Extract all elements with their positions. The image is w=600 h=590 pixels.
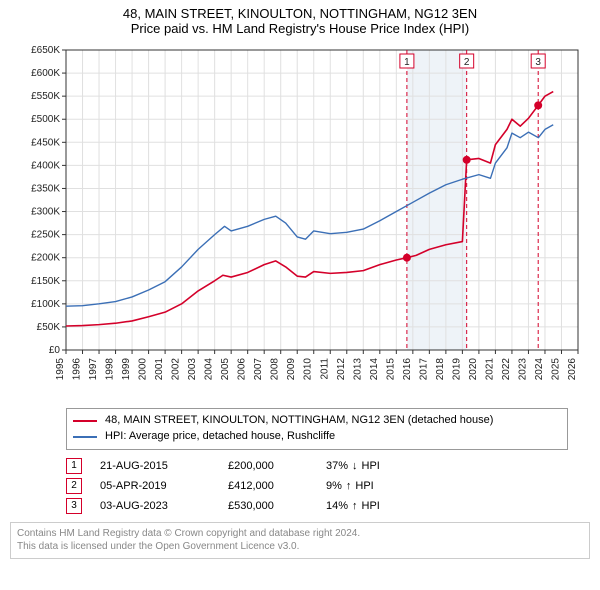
legend-swatch bbox=[73, 420, 97, 422]
event-date: 05-APR-2019 bbox=[100, 480, 210, 492]
price-event-row: 3 03-AUG-2023 £530,000 14% ↑ HPI bbox=[66, 496, 592, 516]
svg-text:2002: 2002 bbox=[171, 358, 182, 381]
svg-text:£650K: £650K bbox=[31, 45, 60, 56]
event-pct: 37% bbox=[326, 460, 348, 472]
svg-text:2020: 2020 bbox=[468, 358, 479, 381]
event-marker: 2 bbox=[66, 478, 82, 494]
svg-text:£600K: £600K bbox=[31, 68, 60, 79]
svg-text:1996: 1996 bbox=[72, 358, 83, 381]
svg-text:2001: 2001 bbox=[154, 358, 165, 381]
event-pct: 9% bbox=[326, 480, 342, 492]
price-events-table: 1 21-AUG-2015 £200,000 37% ↓ HPI 2 05-APR-2019 £… bbox=[66, 456, 592, 516]
event-hpi-delta: 37% ↓ HPI bbox=[326, 460, 416, 472]
price-event-row: 1 21-AUG-2015 £200,000 37% ↓ HPI bbox=[66, 456, 592, 476]
svg-text:3: 3 bbox=[535, 57, 541, 68]
svg-text:2015: 2015 bbox=[385, 358, 396, 381]
svg-text:£150K: £150K bbox=[31, 276, 60, 287]
event-hpi-delta: 14% ↑ HPI bbox=[326, 500, 416, 512]
event-price: £200,000 bbox=[228, 460, 308, 472]
svg-text:2010: 2010 bbox=[303, 358, 314, 381]
svg-text:2003: 2003 bbox=[187, 358, 198, 381]
event-delta-label: HPI bbox=[355, 480, 373, 492]
svg-text:£200K: £200K bbox=[31, 253, 60, 264]
svg-text:2025: 2025 bbox=[550, 358, 561, 381]
legend-label: 48, MAIN STREET, KINOULTON, NOTTINGHAM, … bbox=[105, 413, 493, 429]
svg-text:1997: 1997 bbox=[88, 358, 99, 381]
event-price: £530,000 bbox=[228, 500, 308, 512]
arrow-up-icon: ↑ bbox=[352, 500, 358, 512]
svg-text:2000: 2000 bbox=[138, 358, 149, 381]
svg-text:2011: 2011 bbox=[319, 358, 330, 380]
event-price: £412,000 bbox=[228, 480, 308, 492]
svg-text:£400K: £400K bbox=[31, 160, 60, 171]
event-date: 21-AUG-2015 bbox=[100, 460, 210, 472]
svg-text:£100K: £100K bbox=[31, 299, 60, 310]
attribution: Contains HM Land Registry data © Crown c… bbox=[10, 522, 590, 559]
arrow-down-icon: ↓ bbox=[352, 460, 358, 472]
legend-row-hpi: HPI: Average price, detached house, Rush… bbox=[73, 429, 561, 445]
event-marker: 1 bbox=[66, 458, 82, 474]
svg-text:2021: 2021 bbox=[484, 358, 495, 381]
svg-text:1999: 1999 bbox=[121, 358, 132, 381]
legend-label: HPI: Average price, detached house, Rush… bbox=[105, 429, 335, 445]
svg-text:2023: 2023 bbox=[517, 358, 528, 381]
svg-text:2018: 2018 bbox=[435, 358, 446, 381]
svg-text:1995: 1995 bbox=[55, 358, 66, 381]
title-sub: Price paid vs. HM Land Registry's House … bbox=[8, 21, 592, 36]
svg-text:2007: 2007 bbox=[253, 358, 264, 381]
svg-text:2016: 2016 bbox=[402, 358, 413, 381]
svg-text:2012: 2012 bbox=[336, 358, 347, 381]
svg-text:1: 1 bbox=[404, 57, 410, 68]
event-pct: 14% bbox=[326, 500, 348, 512]
title-block: 48, MAIN STREET, KINOULTON, NOTTINGHAM, … bbox=[8, 6, 592, 36]
arrow-up-icon: ↑ bbox=[346, 480, 352, 492]
svg-text:2026: 2026 bbox=[567, 358, 578, 381]
event-date: 03-AUG-2023 bbox=[100, 500, 210, 512]
svg-text:£0: £0 bbox=[49, 345, 61, 356]
svg-text:2: 2 bbox=[464, 57, 470, 68]
event-delta-label: HPI bbox=[362, 460, 380, 472]
event-delta-label: HPI bbox=[362, 500, 380, 512]
attribution-line: Contains HM Land Registry data © Crown c… bbox=[17, 527, 583, 541]
svg-text:2022: 2022 bbox=[501, 358, 512, 381]
event-marker: 3 bbox=[66, 498, 82, 514]
price-event-row: 2 05-APR-2019 £412,000 9% ↑HPI bbox=[66, 476, 592, 496]
svg-text:2024: 2024 bbox=[534, 358, 545, 381]
svg-text:2005: 2005 bbox=[220, 358, 231, 381]
legend-swatch bbox=[73, 436, 97, 438]
svg-text:£300K: £300K bbox=[31, 207, 60, 218]
svg-text:2009: 2009 bbox=[286, 358, 297, 381]
svg-text:£500K: £500K bbox=[31, 114, 60, 125]
legend: 48, MAIN STREET, KINOULTON, NOTTINGHAM, … bbox=[66, 408, 568, 450]
svg-text:£50K: £50K bbox=[37, 322, 61, 333]
svg-text:£350K: £350K bbox=[31, 183, 60, 194]
svg-text:2014: 2014 bbox=[369, 358, 380, 381]
price-vs-hpi-chart: £0 £50K £100K £150K £200K £250K £300K £350K £400… bbox=[8, 42, 592, 402]
svg-text:2019: 2019 bbox=[451, 358, 462, 381]
svg-text:2017: 2017 bbox=[418, 358, 429, 381]
svg-text:2004: 2004 bbox=[204, 358, 215, 381]
svg-text:1998: 1998 bbox=[105, 358, 116, 381]
svg-text:£450K: £450K bbox=[31, 137, 60, 148]
svg-text:£550K: £550K bbox=[31, 91, 60, 102]
svg-text:2006: 2006 bbox=[237, 358, 248, 381]
legend-row-price-paid: 48, MAIN STREET, KINOULTON, NOTTINGHAM, … bbox=[73, 413, 561, 429]
attribution-line: This data is licensed under the Open Gov… bbox=[17, 540, 583, 554]
svg-text:2008: 2008 bbox=[270, 358, 281, 381]
title-main: 48, MAIN STREET, KINOULTON, NOTTINGHAM, … bbox=[8, 6, 592, 21]
event-hpi-delta: 9% ↑HPI bbox=[326, 480, 416, 492]
svg-text:£250K: £250K bbox=[31, 230, 60, 241]
svg-text:2013: 2013 bbox=[352, 358, 363, 381]
